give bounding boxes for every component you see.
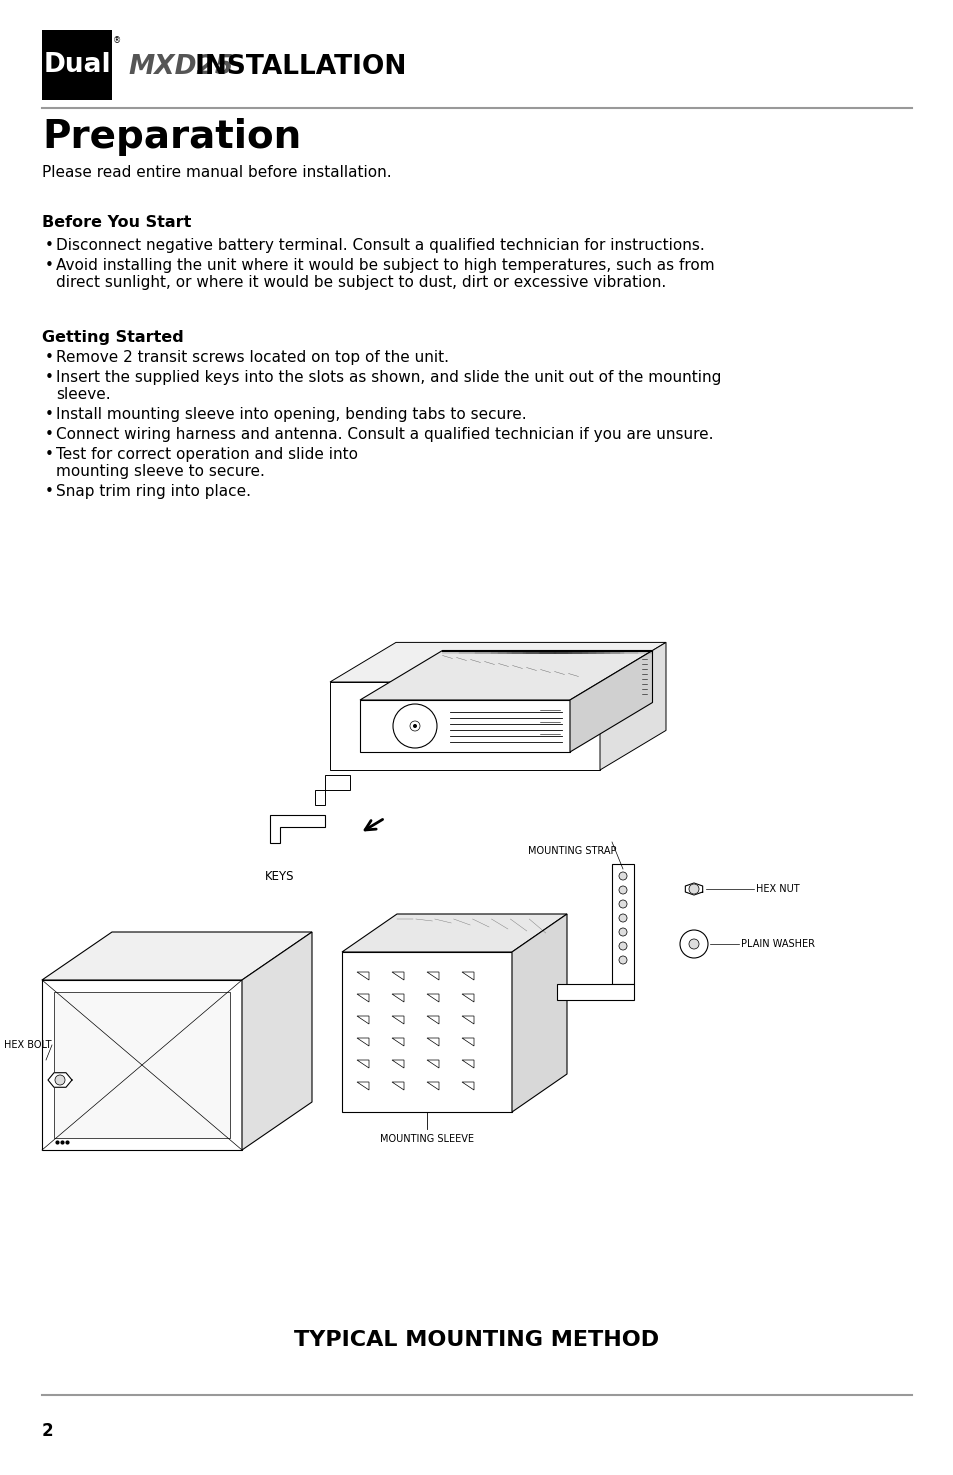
Polygon shape (427, 1016, 438, 1024)
Text: ®: ® (112, 35, 121, 46)
Text: Install mounting sleeve into opening, bending tabs to secure.: Install mounting sleeve into opening, be… (56, 407, 526, 422)
Polygon shape (42, 932, 312, 979)
Polygon shape (341, 914, 566, 951)
Polygon shape (461, 994, 474, 1002)
Polygon shape (54, 993, 230, 1139)
Text: Getting Started: Getting Started (42, 330, 184, 345)
Text: •: • (45, 258, 53, 273)
Circle shape (688, 940, 699, 948)
Polygon shape (392, 1016, 403, 1024)
Polygon shape (392, 994, 403, 1002)
Text: INSTALLATION: INSTALLATION (186, 55, 406, 80)
Polygon shape (557, 984, 634, 1000)
Circle shape (679, 931, 707, 957)
Text: •: • (45, 237, 53, 254)
Text: HEX BOLT: HEX BOLT (4, 1040, 51, 1050)
Circle shape (413, 724, 416, 729)
Polygon shape (356, 1061, 369, 1068)
Text: Test for correct operation and slide into: Test for correct operation and slide int… (56, 447, 357, 462)
Text: direct sunlight, or where it would be subject to dust, dirt or excessive vibrati: direct sunlight, or where it would be su… (56, 274, 665, 291)
Text: •: • (45, 350, 53, 364)
Polygon shape (461, 1061, 474, 1068)
Polygon shape (356, 1016, 369, 1024)
Polygon shape (427, 994, 438, 1002)
Circle shape (618, 872, 626, 881)
Circle shape (618, 928, 626, 937)
Polygon shape (599, 643, 665, 770)
Polygon shape (341, 951, 512, 1112)
Polygon shape (427, 1061, 438, 1068)
Circle shape (55, 1075, 65, 1086)
FancyBboxPatch shape (42, 30, 112, 100)
Polygon shape (512, 914, 566, 1112)
Text: HEX NUT: HEX NUT (755, 884, 799, 894)
Polygon shape (684, 884, 702, 895)
Polygon shape (427, 1083, 438, 1090)
Polygon shape (392, 1083, 403, 1090)
Text: Avoid installing the unit where it would be subject to high temperatures, such a: Avoid installing the unit where it would… (56, 258, 714, 273)
Polygon shape (359, 701, 569, 752)
Circle shape (618, 900, 626, 909)
Circle shape (618, 886, 626, 894)
Polygon shape (330, 643, 665, 681)
Text: Before You Start: Before You Start (42, 215, 192, 230)
Polygon shape (569, 650, 652, 752)
Polygon shape (612, 864, 634, 984)
Polygon shape (461, 1038, 474, 1046)
Circle shape (618, 956, 626, 965)
Polygon shape (242, 932, 312, 1150)
Text: Preparation: Preparation (42, 118, 301, 156)
Polygon shape (48, 1072, 71, 1087)
Polygon shape (392, 1038, 403, 1046)
Polygon shape (356, 1038, 369, 1046)
Text: mounting sleeve to secure.: mounting sleeve to secure. (56, 465, 265, 479)
Text: •: • (45, 370, 53, 385)
Text: MOUNTING SLEEVE: MOUNTING SLEEVE (379, 1134, 474, 1145)
Text: •: • (45, 407, 53, 422)
Text: •: • (45, 484, 53, 499)
Text: Dual: Dual (43, 52, 111, 78)
Text: TYPICAL MOUNTING METHOD: TYPICAL MOUNTING METHOD (294, 1330, 659, 1350)
Circle shape (393, 704, 436, 748)
Polygon shape (461, 972, 474, 979)
Text: 2: 2 (42, 1422, 53, 1440)
Polygon shape (356, 994, 369, 1002)
Text: Disconnect negative battery terminal. Consult a qualified technician for instruc: Disconnect negative battery terminal. Co… (56, 237, 704, 254)
Polygon shape (392, 1061, 403, 1068)
Polygon shape (270, 816, 325, 844)
Polygon shape (356, 972, 369, 979)
Polygon shape (42, 979, 242, 1150)
Polygon shape (427, 1038, 438, 1046)
Polygon shape (392, 972, 403, 979)
Polygon shape (314, 774, 350, 805)
Circle shape (688, 884, 699, 894)
Text: Insert the supplied keys into the slots as shown, and slide the unit out of the : Insert the supplied keys into the slots … (56, 370, 720, 385)
Polygon shape (356, 1083, 369, 1090)
Circle shape (618, 943, 626, 950)
Text: Remove 2 transit screws located on top of the unit.: Remove 2 transit screws located on top o… (56, 350, 449, 364)
Text: sleeve.: sleeve. (56, 386, 111, 403)
Text: MXD25: MXD25 (128, 55, 233, 80)
Circle shape (618, 914, 626, 922)
Text: Connect wiring harness and antenna. Consult a qualified technician if you are un: Connect wiring harness and antenna. Cons… (56, 426, 713, 442)
Text: MOUNTING STRAP: MOUNTING STRAP (527, 847, 616, 856)
Polygon shape (359, 650, 652, 701)
Text: •: • (45, 426, 53, 442)
Polygon shape (461, 1016, 474, 1024)
Text: Snap trim ring into place.: Snap trim ring into place. (56, 484, 251, 499)
Text: Please read entire manual before installation.: Please read entire manual before install… (42, 165, 392, 180)
Text: PLAIN WASHER: PLAIN WASHER (740, 940, 814, 948)
Polygon shape (427, 972, 438, 979)
Text: KEYS: KEYS (265, 870, 294, 884)
Text: •: • (45, 447, 53, 462)
Polygon shape (461, 1083, 474, 1090)
Polygon shape (330, 681, 599, 770)
